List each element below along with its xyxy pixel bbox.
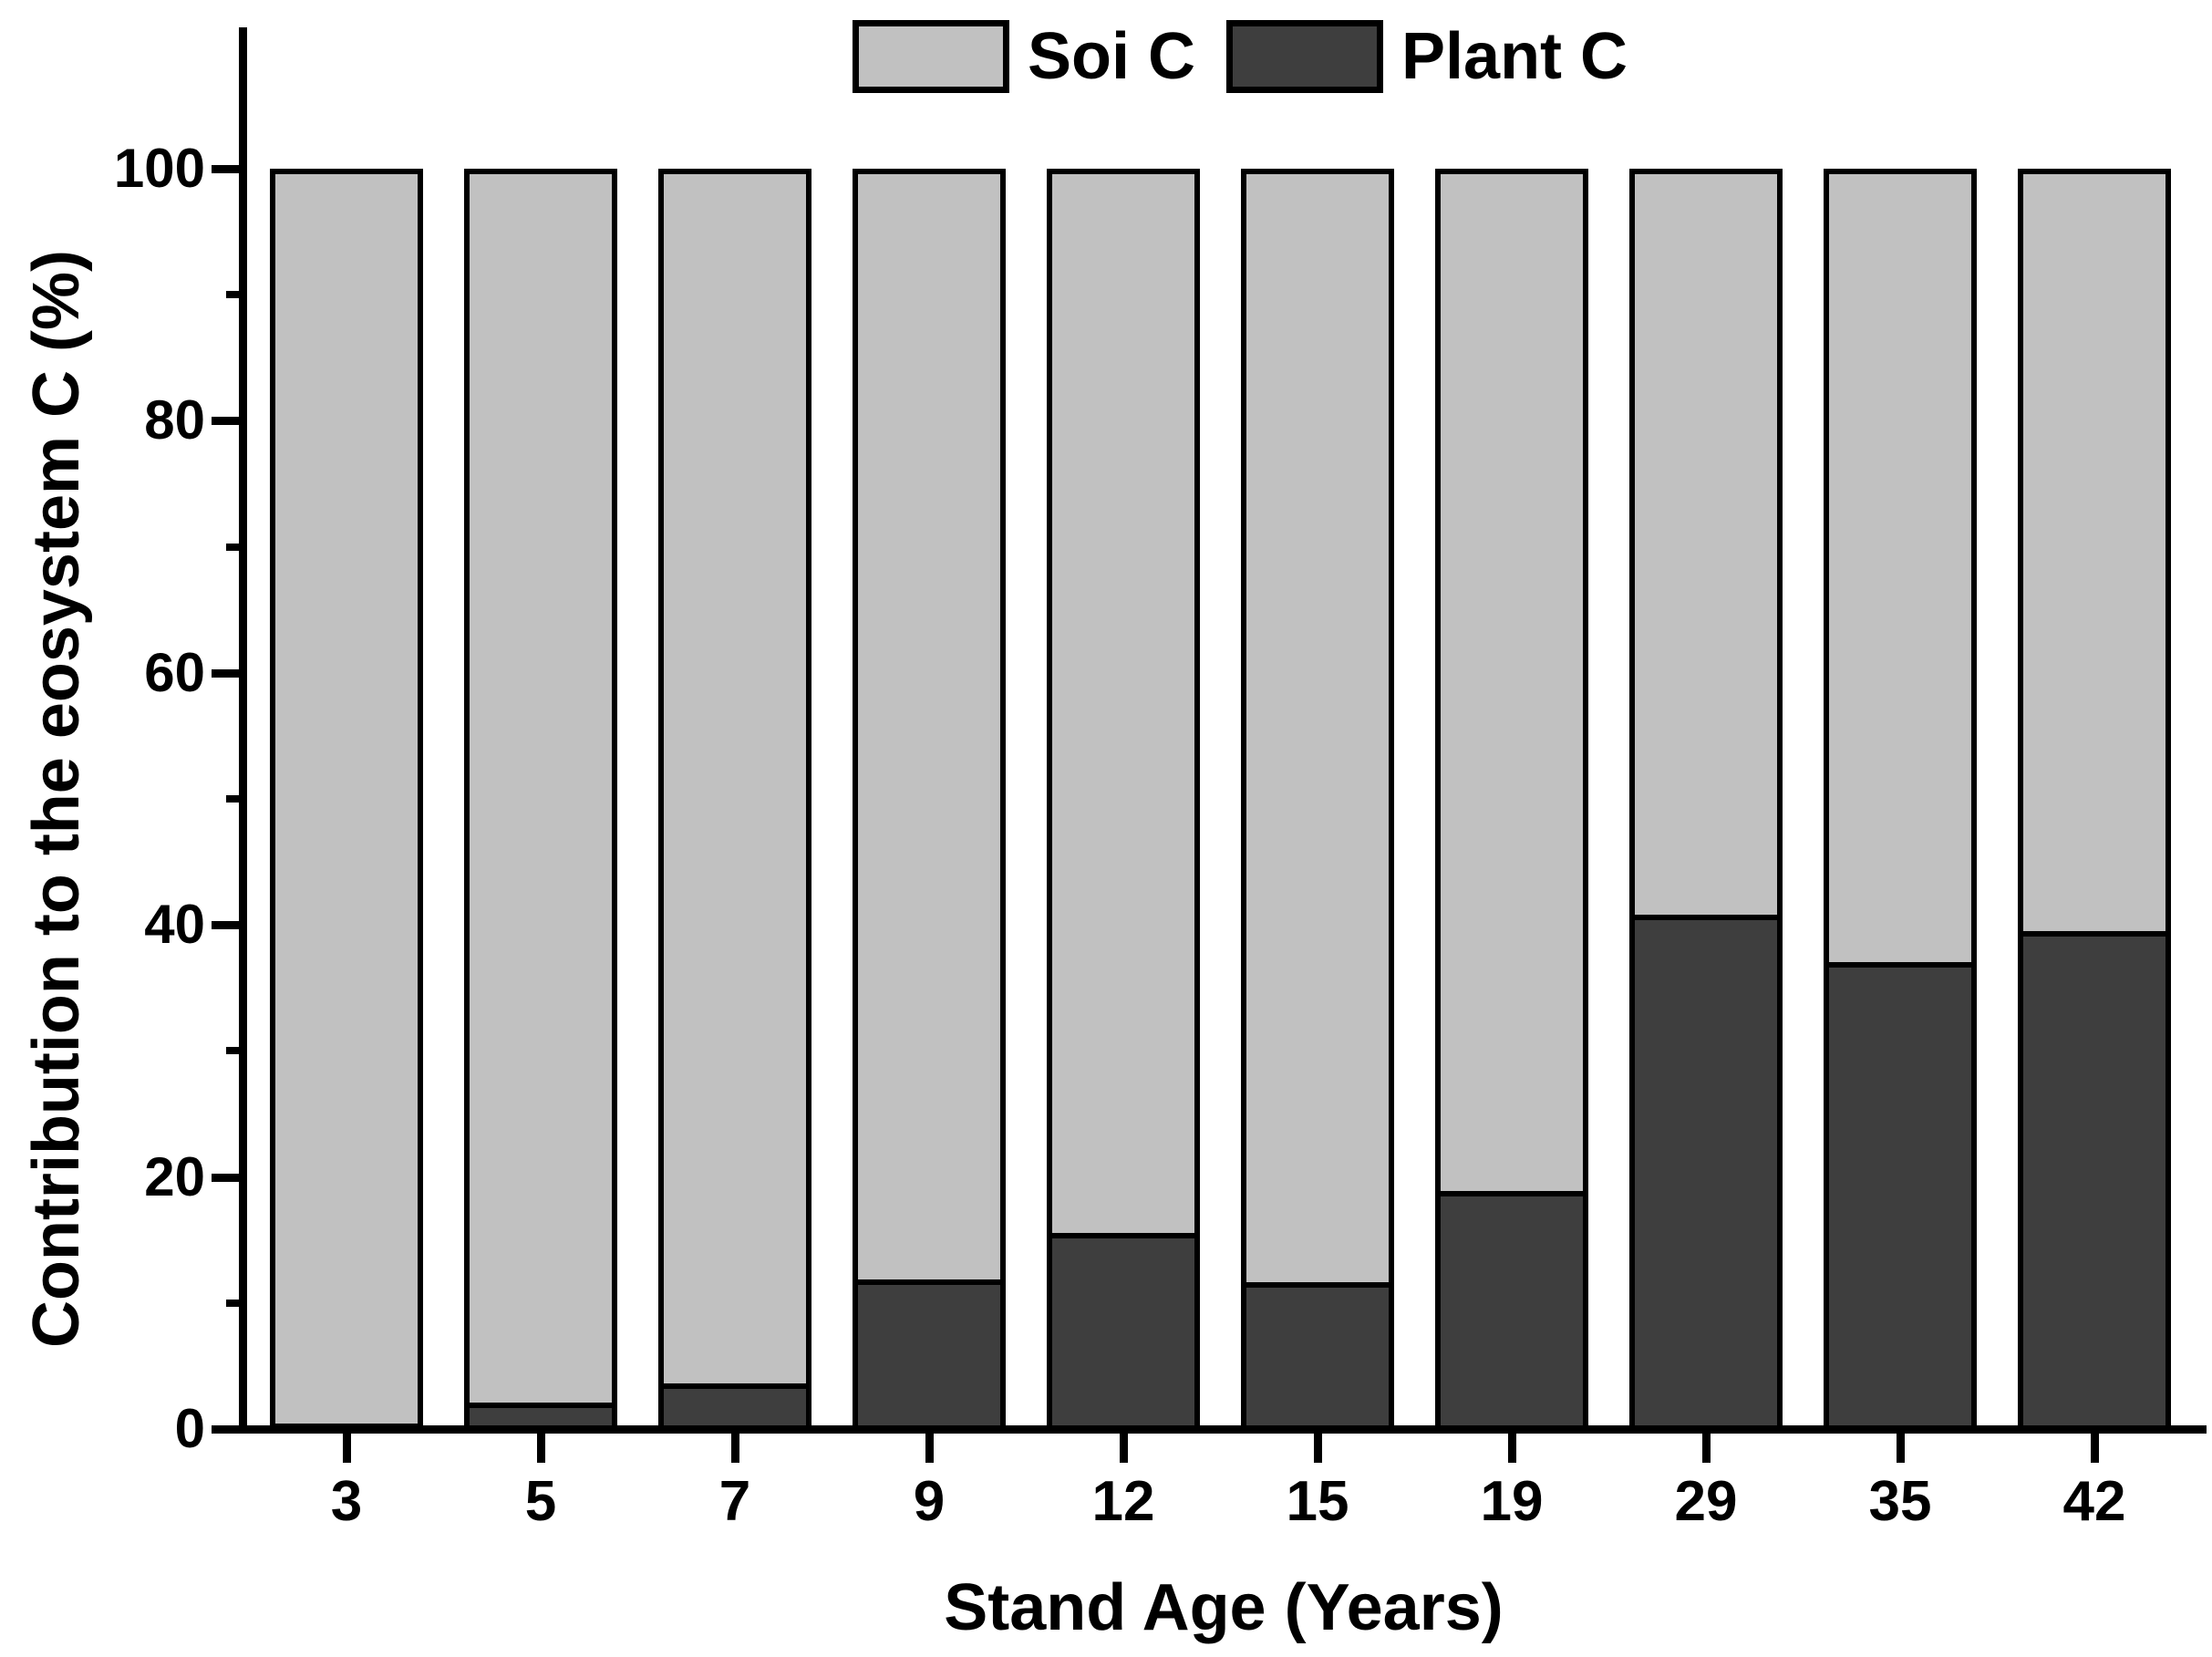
bar-age-29 — [1629, 169, 1783, 1429]
x-tick-label: 3 — [330, 1470, 363, 1533]
y-major-tick — [212, 165, 246, 173]
y-minor-tick — [226, 291, 246, 299]
y-major-tick — [212, 1173, 246, 1182]
x-axis-line — [231, 1425, 2207, 1434]
bar-age-12 — [1047, 169, 1200, 1429]
y-major-tick — [212, 668, 246, 678]
legend-item-soil: Soi C — [852, 20, 1195, 93]
x-tick-label: 9 — [913, 1470, 946, 1533]
bar-age-42 — [2018, 169, 2171, 1429]
legend-label-plant: Plant C — [1401, 20, 1628, 93]
y-tick-label: 0 — [174, 1398, 205, 1459]
x-tick — [343, 1434, 351, 1463]
y-minor-tick — [226, 543, 246, 551]
x-axis-title: Stand Age (Years) — [944, 1571, 1504, 1644]
y-tick-label: 20 — [144, 1145, 205, 1207]
x-tick — [1120, 1434, 1128, 1463]
plant-segment-age-29 — [1635, 914, 1777, 1429]
y-minor-tick — [226, 1047, 246, 1055]
plant-segment-age-9 — [858, 1279, 1000, 1429]
y-minor-tick — [226, 795, 246, 803]
plant-segment-age-12 — [1052, 1233, 1194, 1429]
x-tick — [1897, 1434, 1905, 1463]
legend-item-plant: Plant C — [1225, 20, 1628, 93]
y-tick-label: 100 — [113, 138, 205, 199]
y-axis-title: Contribution to the eosystem C (%) — [20, 250, 93, 1348]
y-major-tick — [212, 1425, 246, 1434]
y-major-tick — [212, 417, 246, 426]
x-tick — [925, 1434, 934, 1463]
x-tick — [1702, 1434, 1711, 1463]
bar-age-19 — [1435, 169, 1588, 1429]
x-tick-label: 19 — [1480, 1470, 1544, 1533]
y-tick-label: 40 — [144, 894, 205, 956]
x-tick — [2091, 1434, 2099, 1463]
bar-age-15 — [1241, 169, 1394, 1429]
legend-swatch-soil — [852, 20, 1009, 93]
plant-segment-age-5 — [470, 1403, 612, 1429]
x-tick-label: 5 — [524, 1470, 557, 1533]
bar-age-3 — [270, 169, 423, 1429]
plant-segment-age-15 — [1246, 1282, 1389, 1429]
y-minor-tick — [226, 1299, 246, 1307]
y-axis-line — [239, 27, 247, 1434]
plant-segment-age-35 — [1829, 962, 1971, 1429]
bar-age-7 — [658, 169, 811, 1429]
x-tick — [1314, 1434, 1322, 1463]
bar-age-5 — [464, 169, 617, 1429]
x-tick — [1508, 1434, 1516, 1463]
bar-age-35 — [1824, 169, 1977, 1429]
x-tick-label: 12 — [1091, 1470, 1155, 1533]
x-tick-label: 15 — [1286, 1470, 1349, 1533]
y-tick-label: 60 — [144, 641, 205, 703]
x-tick-label: 42 — [2062, 1470, 2126, 1533]
y-tick-label: 80 — [144, 389, 205, 451]
x-tick-label: 7 — [718, 1470, 751, 1533]
x-tick-label: 35 — [1868, 1470, 1932, 1533]
plant-segment-age-42 — [2023, 930, 2165, 1429]
legend-swatch-plant — [1225, 20, 1383, 93]
legend-label-soil: Soi C — [1027, 20, 1195, 93]
bar-age-9 — [853, 169, 1006, 1429]
plant-segment-age-19 — [1441, 1190, 1583, 1429]
legend: Soi C Plant C — [852, 20, 1628, 93]
x-tick — [537, 1434, 545, 1463]
y-major-tick — [212, 921, 246, 930]
x-tick-label: 29 — [1674, 1470, 1738, 1533]
x-tick — [731, 1434, 739, 1463]
plant-segment-age-7 — [664, 1383, 806, 1429]
